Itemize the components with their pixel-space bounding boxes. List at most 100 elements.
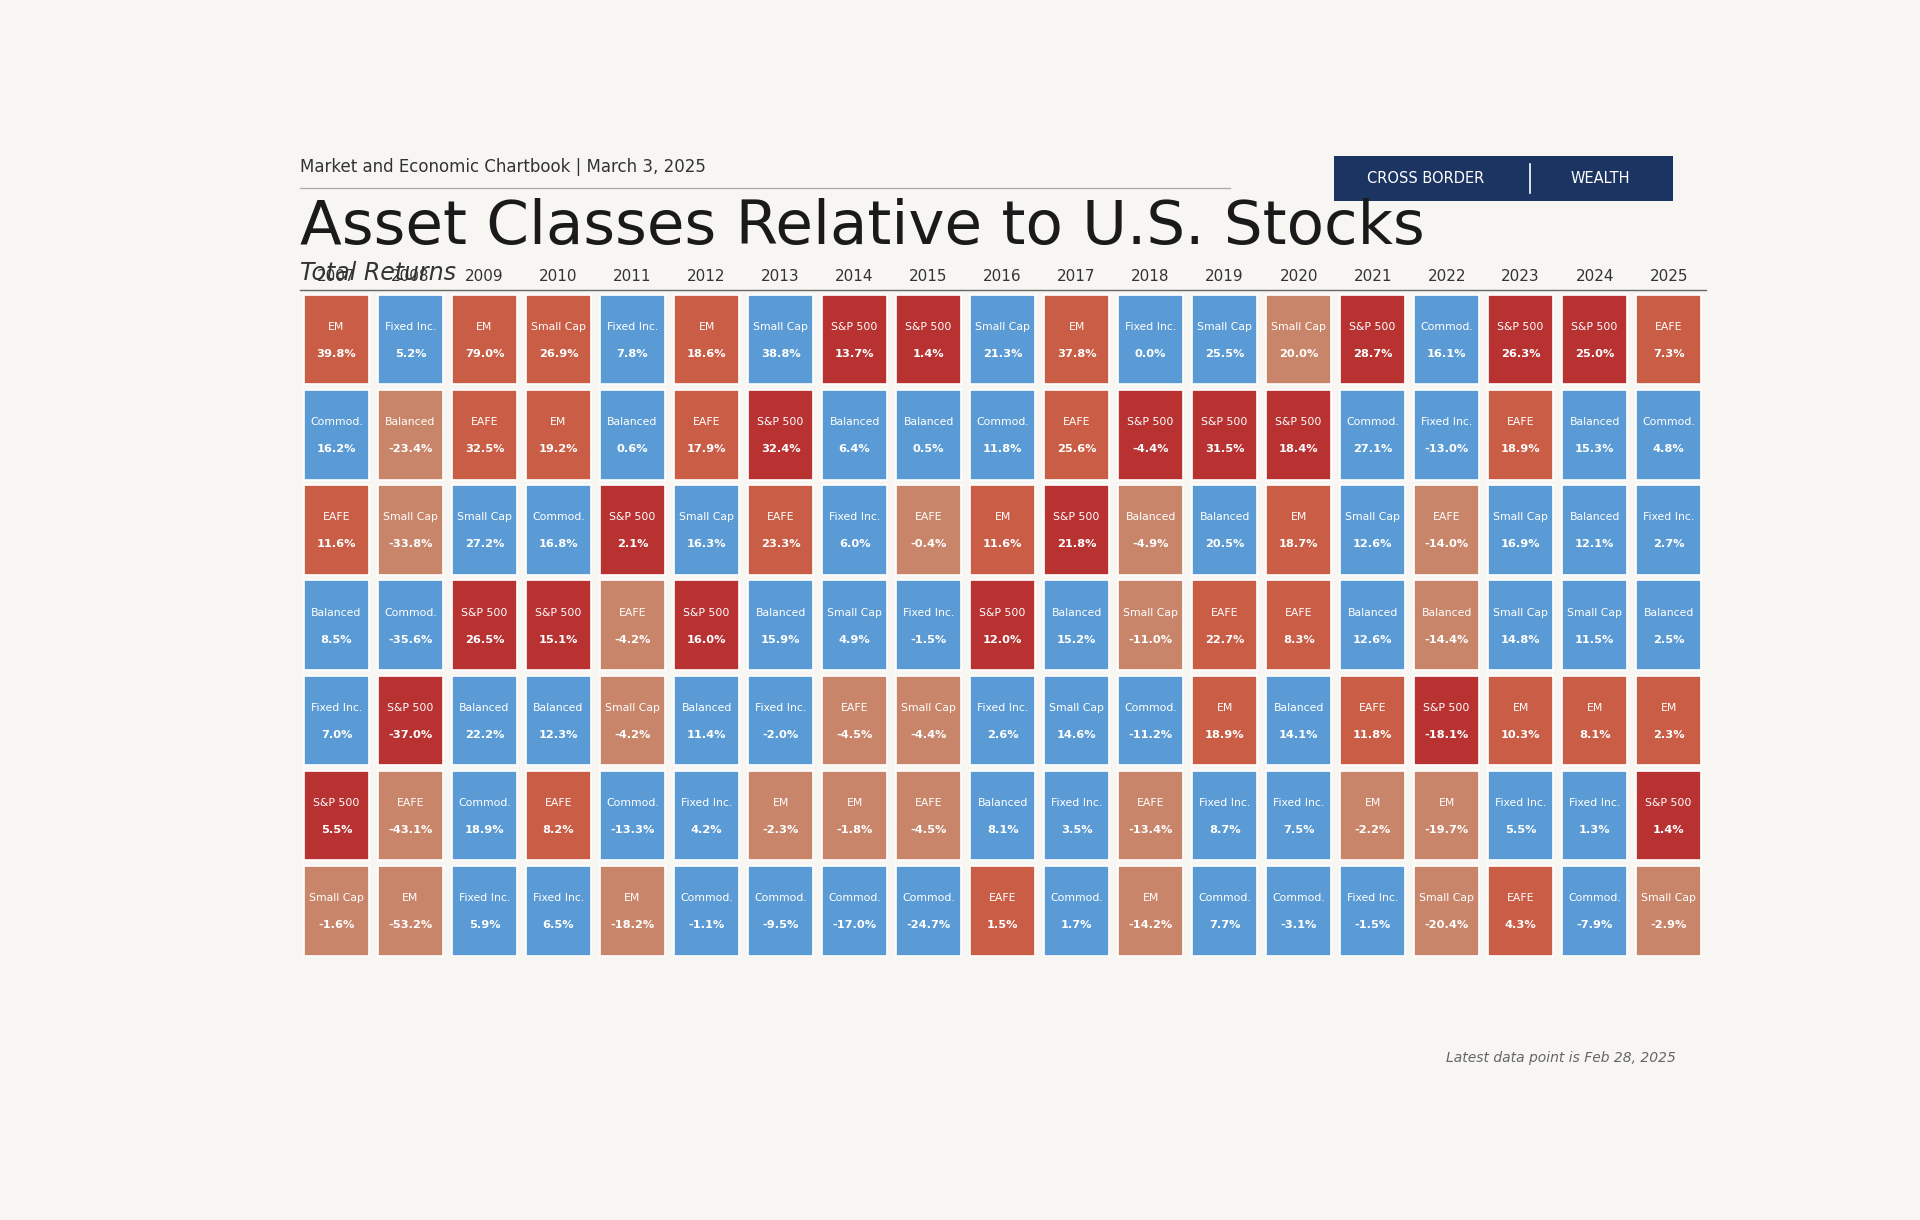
FancyBboxPatch shape: [1340, 771, 1405, 860]
Text: Fixed Inc.: Fixed Inc.: [534, 893, 584, 903]
Text: Fixed Inc.: Fixed Inc.: [459, 893, 511, 903]
Text: 26.5%: 26.5%: [465, 634, 505, 644]
FancyBboxPatch shape: [1265, 295, 1331, 384]
FancyBboxPatch shape: [749, 771, 812, 860]
Text: -4.2%: -4.2%: [614, 730, 651, 739]
Text: 5.5%: 5.5%: [1505, 825, 1536, 834]
Text: EAFE: EAFE: [323, 512, 349, 522]
FancyBboxPatch shape: [1044, 390, 1110, 479]
Text: 79.0%: 79.0%: [465, 349, 505, 359]
Text: Commod.: Commod.: [1050, 893, 1102, 903]
Text: 26.3%: 26.3%: [1501, 349, 1540, 359]
Text: 2014: 2014: [835, 270, 874, 284]
Text: Commod.: Commod.: [384, 608, 438, 617]
Text: 0.0%: 0.0%: [1135, 349, 1165, 359]
Text: EM: EM: [551, 417, 566, 427]
Text: EM: EM: [1661, 703, 1676, 712]
Text: EAFE: EAFE: [1284, 608, 1313, 617]
Text: 18.7%: 18.7%: [1279, 539, 1319, 549]
Text: Fixed Inc.: Fixed Inc.: [607, 322, 659, 332]
FancyBboxPatch shape: [1415, 295, 1478, 384]
Text: -0.4%: -0.4%: [910, 539, 947, 549]
FancyBboxPatch shape: [303, 866, 369, 955]
FancyBboxPatch shape: [674, 486, 739, 575]
FancyBboxPatch shape: [1044, 486, 1110, 575]
Text: EAFE: EAFE: [1432, 512, 1461, 522]
FancyBboxPatch shape: [1563, 390, 1628, 479]
FancyBboxPatch shape: [1192, 295, 1258, 384]
Text: EAFE: EAFE: [618, 608, 647, 617]
Text: Small Cap: Small Cap: [309, 893, 365, 903]
Text: Fixed Inc.: Fixed Inc.: [829, 512, 879, 522]
Text: EAFE: EAFE: [397, 798, 424, 808]
FancyBboxPatch shape: [674, 390, 739, 479]
FancyBboxPatch shape: [601, 486, 664, 575]
Text: -17.0%: -17.0%: [833, 920, 877, 930]
Text: 5.9%: 5.9%: [468, 920, 501, 930]
Text: S&P 500: S&P 500: [979, 608, 1025, 617]
Text: 2016: 2016: [983, 270, 1021, 284]
Text: S&P 500: S&P 500: [1275, 417, 1321, 427]
FancyBboxPatch shape: [749, 295, 812, 384]
Text: Balanced: Balanced: [1200, 512, 1250, 522]
FancyBboxPatch shape: [749, 866, 812, 955]
Text: Fixed Inc.: Fixed Inc.: [1421, 417, 1473, 427]
Text: Commod.: Commod.: [755, 893, 806, 903]
FancyBboxPatch shape: [526, 390, 591, 479]
Text: 14.6%: 14.6%: [1056, 730, 1096, 739]
Text: 2019: 2019: [1206, 270, 1244, 284]
Text: 12.6%: 12.6%: [1354, 539, 1392, 549]
FancyBboxPatch shape: [303, 295, 369, 384]
Text: 5.5%: 5.5%: [321, 825, 351, 834]
Text: Fixed Inc.: Fixed Inc.: [682, 798, 732, 808]
Text: S&P 500: S&P 500: [684, 608, 730, 617]
Text: Balanced: Balanced: [977, 798, 1027, 808]
Text: 14.8%: 14.8%: [1501, 634, 1540, 644]
Text: -35.6%: -35.6%: [388, 634, 432, 644]
Text: Balanced: Balanced: [1125, 512, 1175, 522]
FancyBboxPatch shape: [303, 581, 369, 670]
Text: -11.0%: -11.0%: [1129, 634, 1173, 644]
Text: EAFE: EAFE: [470, 417, 499, 427]
Text: -37.0%: -37.0%: [388, 730, 432, 739]
Text: -13.3%: -13.3%: [611, 825, 655, 834]
Text: 13.7%: 13.7%: [835, 349, 874, 359]
Text: EAFE: EAFE: [914, 798, 943, 808]
Text: 1.4%: 1.4%: [1653, 825, 1684, 834]
Text: Commod.: Commod.: [1198, 893, 1252, 903]
FancyBboxPatch shape: [378, 866, 444, 955]
Text: Commod.: Commod.: [680, 893, 733, 903]
Text: EAFE: EAFE: [841, 703, 868, 712]
Text: Fixed Inc.: Fixed Inc.: [902, 608, 954, 617]
Text: EM: EM: [1586, 703, 1603, 712]
Text: Fixed Inc.: Fixed Inc.: [755, 703, 806, 712]
FancyBboxPatch shape: [822, 581, 887, 670]
FancyBboxPatch shape: [897, 390, 962, 479]
FancyBboxPatch shape: [897, 676, 962, 765]
Text: Asset Classes Relative to U.S. Stocks: Asset Classes Relative to U.S. Stocks: [300, 198, 1425, 257]
Text: 16.1%: 16.1%: [1427, 349, 1467, 359]
FancyBboxPatch shape: [1415, 676, 1478, 765]
FancyBboxPatch shape: [303, 486, 369, 575]
Text: 20.5%: 20.5%: [1206, 539, 1244, 549]
Text: S&P 500: S&P 500: [1571, 322, 1619, 332]
Text: Commod.: Commod.: [1421, 322, 1473, 332]
Text: 17.9%: 17.9%: [687, 444, 726, 454]
FancyBboxPatch shape: [1117, 295, 1183, 384]
FancyBboxPatch shape: [1488, 771, 1553, 860]
FancyBboxPatch shape: [749, 676, 812, 765]
Text: EM: EM: [328, 322, 346, 332]
Text: 18.9%: 18.9%: [465, 825, 505, 834]
Text: 15.1%: 15.1%: [540, 634, 578, 644]
Text: 0.6%: 0.6%: [616, 444, 649, 454]
FancyBboxPatch shape: [526, 866, 591, 955]
Text: EM: EM: [699, 322, 714, 332]
Text: 2011: 2011: [612, 270, 651, 284]
FancyBboxPatch shape: [1488, 581, 1553, 670]
FancyBboxPatch shape: [1117, 581, 1183, 670]
FancyBboxPatch shape: [378, 390, 444, 479]
Text: 15.9%: 15.9%: [760, 634, 801, 644]
FancyBboxPatch shape: [1334, 156, 1672, 201]
FancyBboxPatch shape: [970, 676, 1035, 765]
Text: -14.4%: -14.4%: [1425, 634, 1469, 644]
